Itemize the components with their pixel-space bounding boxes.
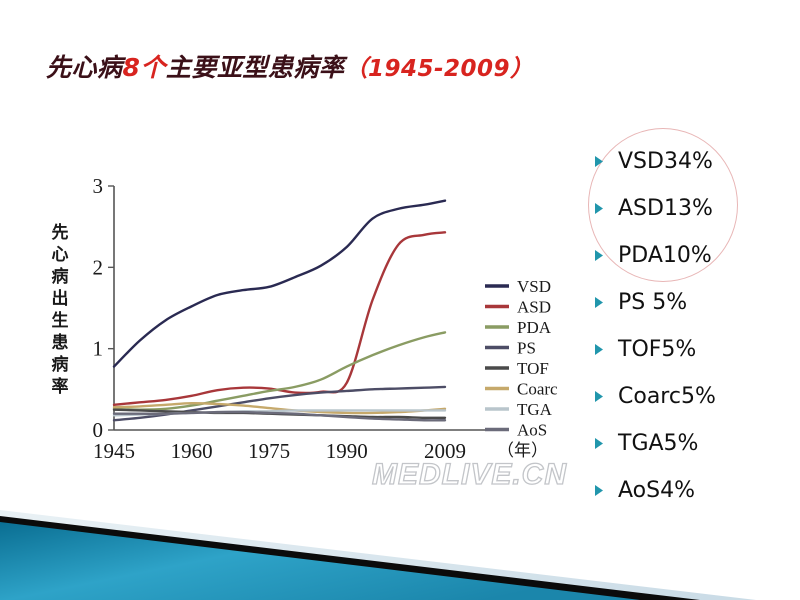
decor-black-band xyxy=(0,516,700,600)
x-tick-label: 1975 xyxy=(248,439,290,463)
y-axis-label-char: 出 xyxy=(52,288,69,309)
series-line-pda xyxy=(112,331,447,411)
y-axis-label-char: 心 xyxy=(52,245,69,265)
y-axis-label-char: 病 xyxy=(52,266,69,287)
page-title: 先心病8个主要亚型患病率（1945-2009） xyxy=(46,48,746,92)
legend-label-tga: TGA xyxy=(517,400,553,419)
list-item[interactable]: TOF5% xyxy=(594,326,794,373)
arrow-bullet-icon xyxy=(594,296,612,309)
arrow-bullet-icon xyxy=(594,390,612,403)
y-axis-label-char: 率 xyxy=(52,376,69,397)
y-axis-label-char: 病 xyxy=(52,354,69,375)
watermark-text: MEDLIVE.CN xyxy=(371,457,568,491)
series-line-coarc xyxy=(112,401,447,415)
list-item[interactable]: VSD34% xyxy=(594,138,794,185)
list-item[interactable]: PS 5% xyxy=(594,279,794,326)
list-item-label: PS 5% xyxy=(618,290,688,315)
x-axis-unit-label: （年） xyxy=(497,441,548,461)
arrow-bullet-icon xyxy=(594,484,612,497)
y-axis-label-char: 生 xyxy=(52,310,69,331)
list-item-label: PDA10% xyxy=(618,243,712,268)
list-item-label: AoS4% xyxy=(618,478,695,503)
list-item-label: TOF5% xyxy=(618,337,697,362)
x-tick-label: 1990 xyxy=(326,439,368,463)
list-item[interactable]: AoS4% xyxy=(594,467,794,514)
arrow-bullet-icon xyxy=(594,155,612,168)
list-item-label: ASD13% xyxy=(618,196,713,221)
legend-label-asd: ASD xyxy=(517,298,551,317)
title-segment-prefix: 先心病 xyxy=(46,53,123,82)
series-line-asd xyxy=(112,231,447,406)
x-tick-label: 1945 xyxy=(93,439,135,463)
subtype-bullet-list: VSD34% ASD13% PDA10% PS 5% TOF5% xyxy=(594,138,794,514)
title-segment-years: （1945-2009） xyxy=(344,56,534,82)
prevalence-line-chart: 0 1 2 3 1945 1960 1975 1990 2009 （年）先心病出生患病率 VSD AS… xyxy=(30,168,570,498)
x-tick-label: 2009 xyxy=(424,439,466,463)
list-item-label: Coarc5% xyxy=(618,384,716,409)
legend-label-aos: AoS xyxy=(517,421,547,440)
list-item[interactable]: ASD13% xyxy=(594,185,794,232)
decor-pale-band xyxy=(0,510,756,600)
arrow-bullet-icon xyxy=(594,343,612,356)
series-line-vsd xyxy=(112,199,447,368)
decor-teal-band xyxy=(0,522,640,600)
y-tick-label: 3 xyxy=(93,174,104,198)
arrow-bullet-icon xyxy=(594,249,612,262)
list-item[interactable]: Coarc5% xyxy=(594,373,794,420)
list-item[interactable]: PDA10% xyxy=(594,232,794,279)
title-segment-count: 8个 xyxy=(122,53,166,82)
legend-label-tof: TOF xyxy=(517,359,549,378)
y-tick-label: 2 xyxy=(93,255,104,279)
list-item-label: TGA5% xyxy=(618,431,699,456)
legend-label-coarc: Coarc xyxy=(517,380,558,399)
y-axis-label-char: 患 xyxy=(52,333,69,353)
y-tick-label: 1 xyxy=(93,337,104,361)
list-item[interactable]: TGA5% xyxy=(594,420,794,467)
y-tick-label: 0 xyxy=(93,418,104,442)
x-tick-label: 1960 xyxy=(171,439,213,463)
y-axis-label-char: 先 xyxy=(52,222,69,243)
series-line-aos xyxy=(112,410,447,422)
title-segment-suffix: 主要亚型患病率 xyxy=(165,53,345,82)
legend-label-ps: PS xyxy=(517,339,536,358)
arrow-bullet-icon xyxy=(594,437,612,450)
arrow-bullet-icon xyxy=(594,202,612,215)
legend-label-vsd: VSD xyxy=(517,277,551,296)
list-item-label: VSD34% xyxy=(618,149,713,174)
legend-label-pda: PDA xyxy=(517,318,552,337)
